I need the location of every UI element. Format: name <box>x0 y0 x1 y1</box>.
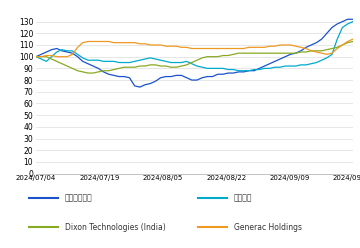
Text: 에코프로머티: 에코프로머티 <box>65 193 93 203</box>
Text: 억위리능: 억위리능 <box>234 193 252 203</box>
Text: Generac Holdings: Generac Holdings <box>234 223 302 232</box>
Text: Dixon Technologies (India): Dixon Technologies (India) <box>65 223 166 232</box>
